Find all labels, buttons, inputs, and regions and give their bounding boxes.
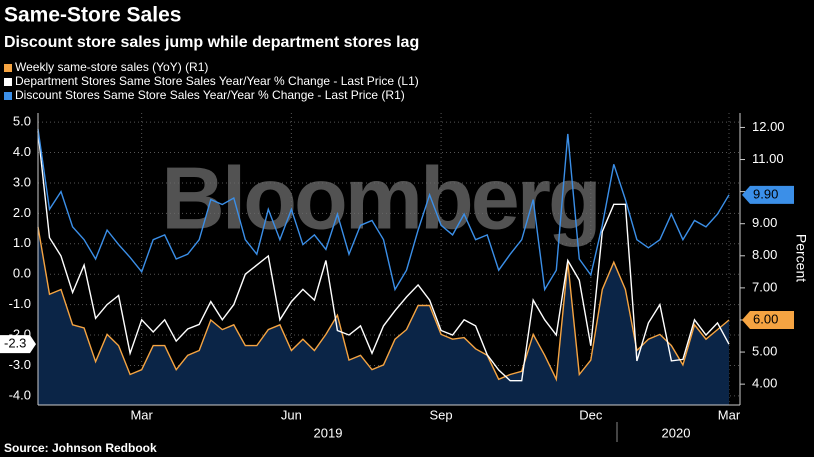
value-label-box (742, 185, 794, 204)
x-tick-label: Mar (130, 407, 153, 422)
y-tick-label: 2.0 (13, 205, 31, 220)
x-group-label: 2019 (314, 425, 343, 440)
y2-tick-label: 4.00 (752, 376, 777, 391)
y-tick-label: 1.0 (13, 235, 31, 250)
x-tick-label: Sep (430, 407, 453, 422)
y-tick-label: 4.0 (13, 144, 31, 159)
x-group-label: 2020 (662, 425, 691, 440)
legend-label: Weekly same-store sales (YoY) (R1) (15, 60, 208, 74)
value-label-box (0, 335, 36, 354)
y-tick-label: 0.0 (13, 266, 31, 281)
line (37, 131, 730, 382)
y2-tick-label: 7.00 (752, 279, 777, 294)
y-tick-label: 3.0 (13, 174, 31, 189)
plot-layer (38, 113, 740, 405)
y2-tick-label: 9.00 (752, 215, 777, 230)
value-label: 6.00 (753, 311, 778, 326)
y2-tick-label: 12.00 (752, 119, 785, 134)
legend-swatch (4, 92, 12, 100)
y2-tick-label: 11.00 (752, 151, 784, 166)
legend-swatch (4, 78, 12, 86)
watermark: Bloomberg (161, 148, 598, 247)
source: Source: Johnson Redbook (4, 441, 157, 455)
value-label-box (742, 310, 794, 329)
x-tick-label: Mar (718, 407, 741, 422)
line (37, 128, 730, 292)
legend-label: Discount Stores Same Store Sales Year/Ye… (15, 88, 405, 102)
value-label: 9.90 (753, 186, 778, 201)
y2-tick-label: 5.00 (752, 343, 777, 358)
chart-subtitle: Discount store sales jump while departme… (4, 34, 419, 51)
chart-title: Same-Store Sales (4, 4, 181, 27)
line (37, 226, 730, 382)
area (38, 226, 729, 405)
y2-tick-label: 8.00 (752, 247, 777, 262)
x-tick-label: Dec (579, 407, 603, 422)
y-tick-label: -3.0 (9, 357, 31, 372)
legend-swatch (4, 64, 12, 72)
y2-axis-label: Percent (793, 234, 809, 282)
x-tick-label: Jun (281, 407, 302, 422)
y-tick-label: -4.0 (9, 387, 31, 402)
legend-label: Department Stores Same Store Sales Year/… (15, 74, 419, 88)
y-tick-label: -1.0 (9, 296, 31, 311)
value-label: -2.3 (4, 336, 26, 351)
y-tick-label: 5.0 (13, 114, 31, 129)
